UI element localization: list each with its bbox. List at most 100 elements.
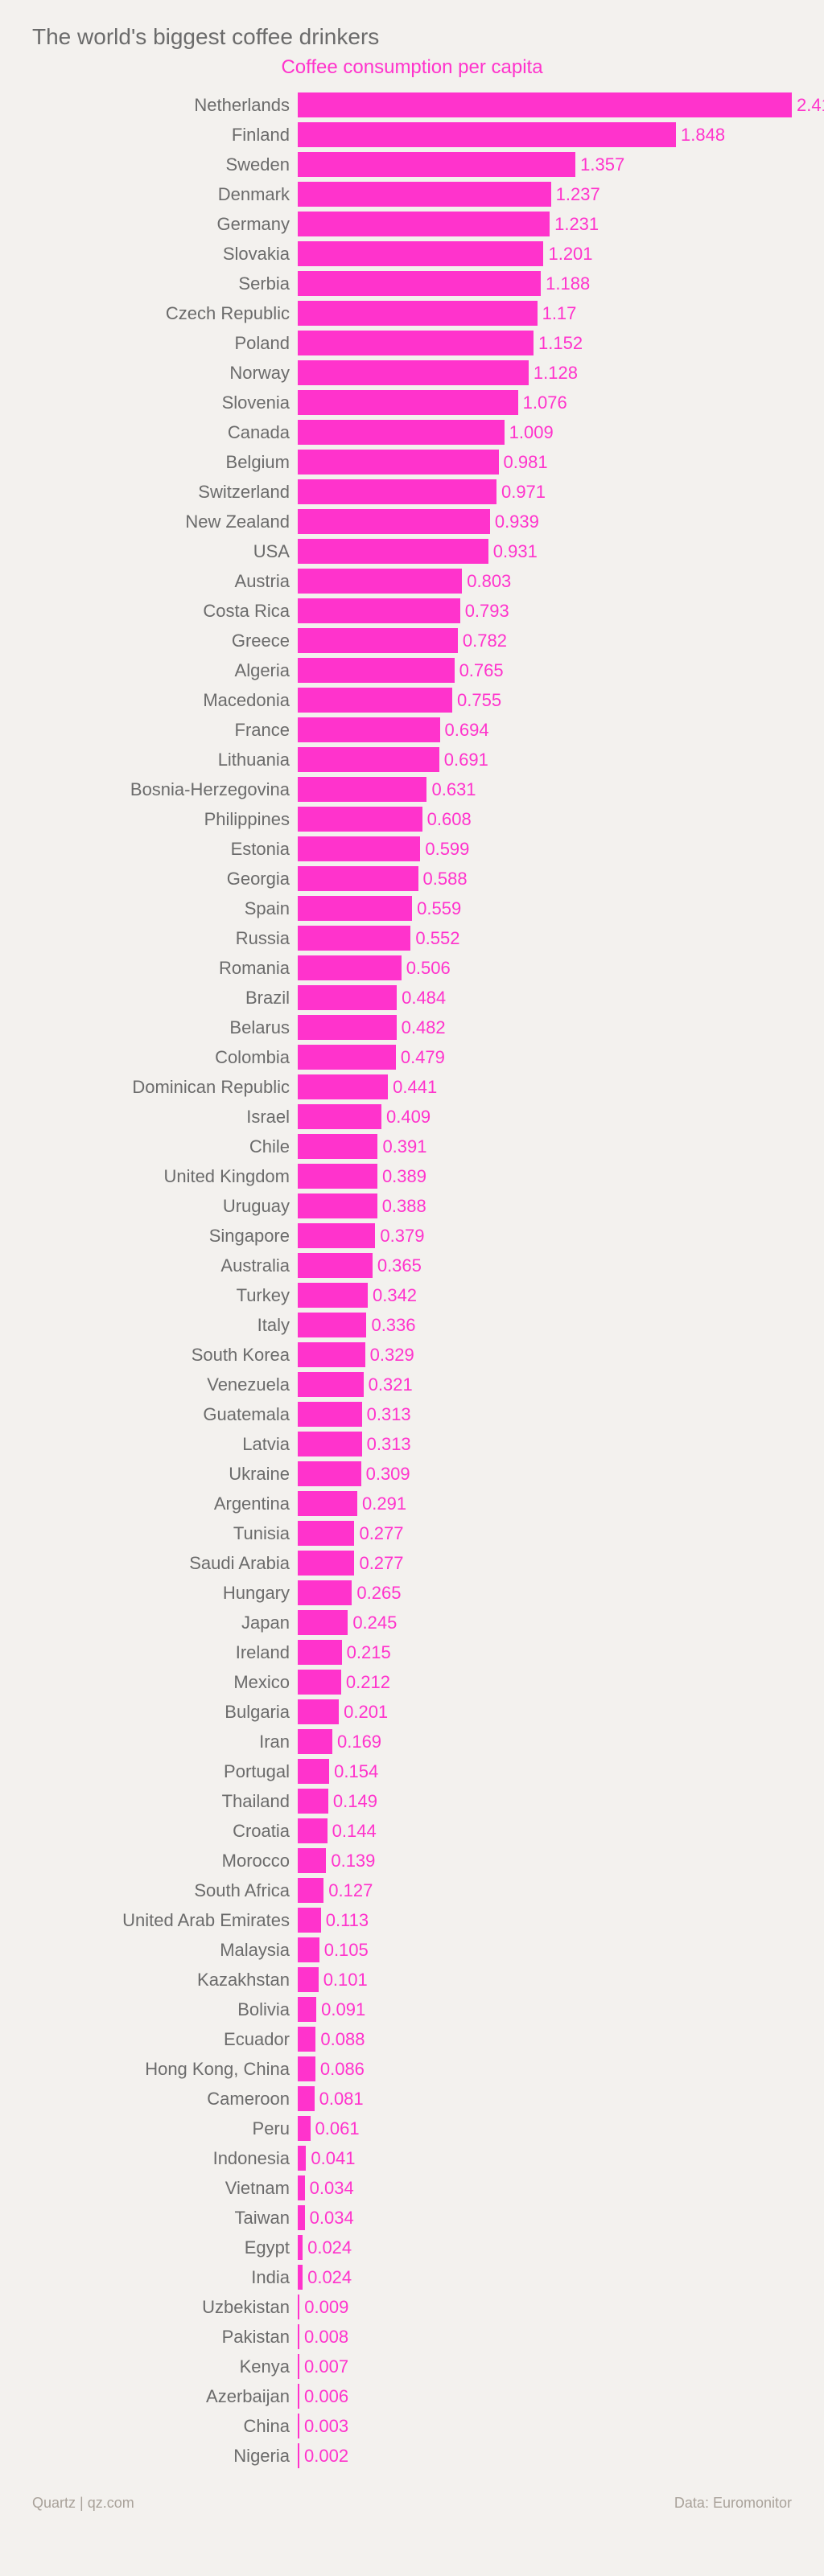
bar-zone: 0.091 [298,1995,792,2024]
value-label: 0.479 [396,1047,445,1068]
value-label: 0.755 [452,690,501,711]
bar [298,450,499,475]
value-label: 0.086 [315,2059,365,2080]
bar-row: Switzerland 0.971 [32,477,792,507]
bar-row: Latvia0.313 [32,1429,792,1459]
value-label: 0.091 [316,1999,365,2020]
value-label: 1.231 [550,214,599,235]
bar [298,1045,396,1070]
value-label: 0.277 [354,1553,403,1574]
value-label: 0.215 [342,1642,391,1663]
bar [298,1372,364,1397]
value-label: 0.939 [490,512,539,532]
bar [298,1580,352,1605]
bar-zone: 0.007 [298,2352,792,2381]
bar-zone: 0.139 [298,1846,792,1876]
country-label: Pakistan [32,2327,298,2348]
bar [298,539,488,564]
bar-zone: 0.086 [298,2054,792,2084]
bar-row: Canada1.009 [32,417,792,447]
country-label: Costa Rica [32,601,298,622]
value-label: 0.101 [319,1970,368,1991]
bar [298,2086,315,2111]
bar-zone: 0.342 [298,1280,792,1310]
bar-zone: 0.765 [298,655,792,685]
bar-zone: 0.101 [298,1965,792,1995]
bar-row: Slovenia1.076 [32,388,792,417]
bar [298,658,455,683]
country-label: Estonia [32,839,298,860]
value-label: 0.971 [496,482,546,503]
bar-zone: 0.291 [298,1489,792,1518]
bar-row: Israel0.409 [32,1102,792,1132]
bar [298,1670,341,1695]
value-label: 0.081 [315,2089,364,2110]
value-label: 0.309 [361,1464,410,1485]
bar-zone: 0.144 [298,1816,792,1846]
bar-zone: 0.149 [298,1786,792,1816]
bar [298,1610,348,1635]
country-label: Peru [32,2118,298,2139]
bar-row: Peru0.061 [32,2114,792,2143]
country-label: Malaysia [32,1940,298,1961]
value-label: 1.357 [575,154,624,175]
bar-row: Czech Republic1.17 [32,298,792,328]
bar-zone: 0.608 [298,804,792,834]
country-label: Lithuania [32,750,298,770]
bar-row: Colombia0.479 [32,1042,792,1072]
country-label: Japan [32,1613,298,1633]
bar-row: India0.024 [32,2262,792,2292]
value-label: 0.088 [315,2029,365,2050]
bar-zone: 0.212 [298,1667,792,1697]
bar-zone: 0.389 [298,1161,792,1191]
bar-zone: 0.931 [298,536,792,566]
bar-zone: 0.803 [298,566,792,596]
value-label: 1.009 [505,422,554,443]
bar-zone: 0.971 [298,477,792,507]
bar-row: Lithuania0.691 [32,745,792,774]
country-label: Italy [32,1315,298,1336]
bar-row: Italy0.336 [32,1310,792,1340]
bar-row: Macedonia0.755 [32,685,792,715]
bar-zone: 0.061 [298,2114,792,2143]
bar-row: Chile0.391 [32,1132,792,1161]
bar [298,747,439,772]
bar-zone: 0.379 [298,1221,792,1251]
bar-zone: 1.009 [298,417,792,447]
bar [298,836,420,861]
value-label: 0.389 [377,1166,426,1187]
country-label: Slovenia [32,392,298,413]
country-label: Uruguay [32,1196,298,1217]
bar-zone: 0.088 [298,2024,792,2054]
bar-row: Japan0.245 [32,1608,792,1637]
value-label: 0.379 [375,1226,424,1247]
bar-zone: 0.041 [298,2143,792,2173]
bar-zone: 0.388 [298,1191,792,1221]
country-label: Guatemala [32,1404,298,1425]
country-label: Spain [32,898,298,919]
value-label: 0.291 [357,1493,406,1514]
bar [298,777,426,802]
value-label: 0.391 [377,1136,426,1157]
value-label: 0.105 [319,1940,369,1961]
bar [298,1402,362,1427]
value-label: 0.981 [499,452,548,473]
country-label: Switzerland [32,482,298,503]
bar-row: Venezuela0.321 [32,1370,792,1399]
bar [298,331,534,355]
country-label: Belgium [32,452,298,473]
country-label: Russia [32,928,298,949]
bar [298,1967,319,1992]
country-label: New Zealand [32,512,298,532]
bar-row: Norway1.128 [32,358,792,388]
bar-zone: 1.848 [298,120,792,150]
bar-zone: 0.008 [298,2322,792,2352]
bar-row: USA0.931 [32,536,792,566]
bar-zone: 0.336 [298,1310,792,1340]
bar-row: Netherlands2.414 cups per day [32,90,792,120]
bar-row: New Zealand 0.939 [32,507,792,536]
value-label: 0.765 [455,660,504,681]
value-label: 0.008 [299,2327,348,2348]
bar [298,241,543,266]
bar-zone: 1.17 [298,298,792,328]
